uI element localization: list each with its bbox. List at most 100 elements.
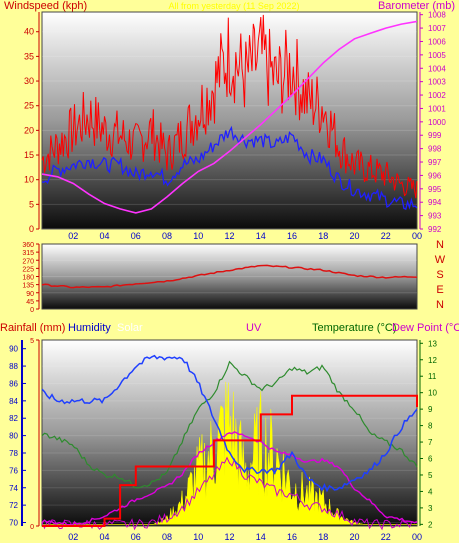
temperature-tick-label: 10 xyxy=(428,389,437,398)
time-tick-label: 10 xyxy=(193,231,203,241)
dew-point-line xyxy=(41,430,418,527)
windspeed-tick-label: 5 xyxy=(29,199,34,209)
time-tick-label: 00 xyxy=(412,231,422,241)
windspeed-tick-label: 30 xyxy=(24,76,34,86)
time-tick-label: 14 xyxy=(256,532,266,542)
wind-series xyxy=(41,14,418,214)
barometer-line xyxy=(41,20,418,214)
compass-label: N xyxy=(436,299,444,311)
temperature-tick-label: 6 xyxy=(428,455,433,464)
humidity-tick-label: 72 xyxy=(9,501,18,510)
barometer-tick-label: 995 xyxy=(428,185,442,194)
barometer-tick-label: 1007 xyxy=(428,24,446,33)
temperature-tick-label: 8 xyxy=(428,422,433,431)
time-tick-label: 16 xyxy=(287,532,297,542)
windspeed-tick-label: 25 xyxy=(24,101,34,111)
temp-series xyxy=(41,354,418,531)
time-tick-label: 22 xyxy=(381,231,391,241)
direction-gridlines xyxy=(42,259,417,294)
wind-time-axis: 02 04 06 08 10 12 14 16 18 20 22 00 xyxy=(68,231,422,241)
compass-label: E xyxy=(436,284,443,296)
direction-tick-label: 315 xyxy=(22,250,34,257)
time-tick-label: 02 xyxy=(68,532,78,542)
temperature-tick-label: 2 xyxy=(428,520,433,529)
barometer-tick-label: 992 xyxy=(428,225,442,234)
barometer-tick-label: 997 xyxy=(428,158,442,167)
rainfall-label: Rainfall (mm) xyxy=(0,322,65,334)
dew-point-label: Dew Point (°C) xyxy=(392,322,459,334)
windspeed-tick-label: 15 xyxy=(24,150,34,160)
direction-plot-area xyxy=(41,243,418,310)
direction-tick-label: 360 xyxy=(22,242,34,249)
wind-average-line xyxy=(41,125,418,210)
direction-tick-label: 180 xyxy=(22,275,34,282)
temperature-line xyxy=(41,360,418,489)
windspeed-axis: 0 5 10 15 20 25 30 35 40 xyxy=(24,12,40,234)
rainfall-axis: 05 xyxy=(30,338,40,531)
barometer-tick-label: 998 xyxy=(428,145,442,154)
direction-tick-label: 45 xyxy=(26,299,34,306)
uv-label: UV xyxy=(246,322,262,334)
time-tick-label: 12 xyxy=(224,532,234,542)
temp-time-axis: 02 04 06 08 10 12 14 16 18 20 22 00 xyxy=(68,532,422,542)
time-tick-label: 18 xyxy=(318,231,328,241)
solar-label: Solar xyxy=(117,322,143,334)
barometer-tick-label: 1005 xyxy=(428,51,446,60)
barometer-axis-label: Barometer (mb) xyxy=(378,0,455,12)
temperature-tick-label: 3 xyxy=(428,504,433,513)
temperature-tick-label: 9 xyxy=(428,405,433,414)
rainfall-line xyxy=(42,394,418,527)
direction-tick-label: 135 xyxy=(22,283,34,290)
temperature-tick-label: 5 xyxy=(428,471,433,480)
time-tick-label: 18 xyxy=(318,532,328,542)
time-tick-label: 06 xyxy=(131,532,141,542)
humidity-tick-label: 86 xyxy=(9,379,18,388)
direction-series xyxy=(41,264,417,289)
temperature-axis: 2 3 4 5 6 7 8 9 10 11 12 13 xyxy=(419,339,437,529)
compass-label: W xyxy=(435,254,446,266)
barometer-tick-label: 1001 xyxy=(428,104,446,113)
compass-label: N xyxy=(436,239,444,251)
temperature-label: Temperature (°C) xyxy=(312,322,396,334)
humidity-tick-label: 70 xyxy=(9,519,18,528)
temperature-tick-label: 13 xyxy=(428,339,437,348)
direction-tick-label: 90 xyxy=(26,291,34,298)
rainfall-tick-label: 5 xyxy=(30,338,34,345)
temperature-tick-label: 4 xyxy=(428,487,433,496)
barometer-tick-label: 1004 xyxy=(428,64,446,73)
humidity-tick-label: 80 xyxy=(9,432,18,441)
barometer-tick-label: 1008 xyxy=(428,11,446,20)
time-tick-label: 20 xyxy=(349,231,359,241)
barometer-tick-label: 994 xyxy=(428,198,442,207)
humidity-axis: 70 72 74 76 78 80 82 84 86 88 90 xyxy=(9,340,26,528)
barometer-axis: 992 993 994 995 996 997 998 999 1000 1001 1002 1003… xyxy=(419,11,446,234)
time-tick-label: 16 xyxy=(287,231,297,241)
barometer-tick-label: 1002 xyxy=(428,91,446,100)
time-tick-label: 22 xyxy=(381,532,391,542)
humidity-tick-label: 78 xyxy=(9,449,18,458)
humidity-tick-label: 82 xyxy=(9,414,18,423)
time-tick-label: 08 xyxy=(162,231,172,241)
wind-direction-line xyxy=(41,264,417,289)
time-tick-label: 04 xyxy=(99,532,109,542)
barometer-tick-label: 1003 xyxy=(428,78,446,87)
windspeed-tick-label: 20 xyxy=(24,125,34,135)
humidity-tick-label: 88 xyxy=(9,362,18,371)
time-tick-label: 06 xyxy=(131,231,141,241)
time-tick-label: 02 xyxy=(68,231,78,241)
time-tick-label: 04 xyxy=(99,231,109,241)
windspeed-axis-label: Windspeed (kph) xyxy=(4,0,87,12)
direction-tick-label: 0 xyxy=(30,307,34,314)
barometer-tick-label: 996 xyxy=(428,171,442,180)
direction-tick-label: 270 xyxy=(22,258,34,265)
humidity-tick-label: 76 xyxy=(9,466,18,475)
time-tick-label: 20 xyxy=(349,532,359,542)
rainfall-tick-label: 0 xyxy=(30,524,34,531)
barometer-tick-label: 999 xyxy=(428,131,442,140)
barometer-tick-label: 993 xyxy=(428,212,442,221)
